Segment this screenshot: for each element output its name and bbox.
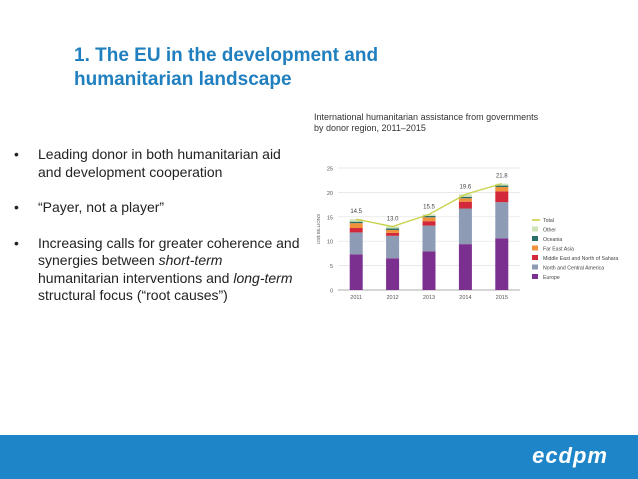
bar-segment — [349, 228, 363, 233]
bar-segment — [422, 215, 436, 218]
x-tick-label: 2014 — [459, 295, 471, 301]
total-data-label: 15.5 — [423, 204, 435, 210]
bar-segment — [386, 229, 400, 233]
chart-title-line-2: by donor region, 2011–2015 — [314, 123, 426, 133]
bullet-text: humanitarian interventions and — [38, 269, 234, 286]
bar-segment — [458, 244, 472, 290]
legend-label: North and Central America — [543, 266, 604, 272]
bar-segment — [495, 202, 509, 239]
total-data-label: 13.0 — [387, 217, 399, 223]
bar-segment — [495, 185, 509, 188]
y-tick-label: 20 — [327, 191, 333, 197]
stacked-bar-chart: 0 5 10 15 20 25 US$ BILLIONS 2011 2012 2013 2014 20… — [316, 167, 618, 302]
bar-segment — [422, 217, 436, 222]
y-tick-label: 10 — [327, 240, 333, 246]
legend-label: Other — [543, 228, 556, 234]
footer-bar: ecdpm — [0, 435, 638, 479]
bar-segment — [386, 226, 400, 229]
bullet-text-italic: short-term — [158, 252, 223, 268]
bullet-text-italic: long-term — [233, 269, 293, 286]
ecdpm-logo: ecdpm — [532, 443, 608, 468]
y-axis-label: US$ BILLIONS — [316, 214, 321, 244]
bar-segment — [349, 221, 363, 224]
total-data-label: 21.8 — [496, 174, 508, 180]
bar-segment — [495, 191, 509, 203]
y-tick-label: 0 — [330, 289, 333, 295]
bar-segment — [349, 223, 363, 229]
bullet-text: Leading donor in both humanitarian aid a… — [38, 146, 281, 180]
bullet-text: “Payer, not a player” — [38, 199, 165, 215]
x-tick-label: 2015 — [496, 295, 508, 301]
total-line — [356, 182, 502, 228]
x-tick-label: 2013 — [423, 295, 435, 301]
chart-title: International humanitarian assistance fr… — [314, 112, 544, 134]
bar-segment — [386, 228, 400, 230]
slide-title: 1. The EU in the development and humanit… — [74, 44, 494, 92]
bar-segment — [349, 219, 363, 222]
bar-segment — [458, 201, 472, 209]
legend-label: Europe — [543, 275, 560, 281]
bar-segment — [422, 221, 436, 226]
bullet-item: • “Payer, not a player” — [14, 199, 304, 217]
legend-label: Far East Asia — [543, 247, 574, 253]
y-tick-label: 15 — [327, 215, 333, 221]
legend-swatch — [532, 274, 538, 279]
legend-swatch — [532, 226, 538, 232]
bar-segment — [458, 208, 472, 245]
x-tick-label: 2011 — [350, 295, 362, 301]
bar-segment — [349, 254, 363, 290]
bullet-marker: • — [14, 234, 19, 251]
bar-segment — [458, 196, 472, 199]
legend-swatch — [532, 245, 538, 251]
total-data-label: 19.6 — [460, 184, 472, 190]
bullet-item: • Leading donor in both humanitarian aid … — [14, 146, 304, 181]
bar-segment — [386, 258, 400, 290]
bar-segment — [458, 194, 472, 197]
legend-label: Total — [543, 218, 554, 224]
bullet-marker: • — [14, 199, 19, 215]
bullet-text: Increasing calls for greater coherence a… — [38, 234, 300, 269]
bar-segment — [495, 187, 509, 192]
legend-swatch — [532, 264, 538, 270]
bullet-text: structural focus (“root causes”) — [38, 287, 228, 303]
bar-segment — [422, 251, 436, 290]
bar-segment — [495, 183, 509, 186]
bullet-item: • Increasing calls for greater coherence … — [14, 235, 304, 305]
y-tick-label: 25 — [327, 167, 333, 173]
total-data-label: 14.5 — [350, 209, 362, 215]
bullet-list: • Leading donor in both humanitarian aid … — [14, 146, 304, 323]
bar-segment — [495, 238, 509, 290]
bar-segment — [422, 225, 436, 252]
bullet-marker: • — [14, 146, 19, 162]
legend-label: Oceania — [543, 237, 562, 243]
bar-segment — [458, 198, 472, 202]
x-tick-label: 2012 — [386, 295, 398, 301]
bar-segment — [386, 235, 400, 259]
bar-segment — [349, 232, 363, 255]
chart-title-line-1: International humanitarian assistance fr… — [314, 112, 539, 122]
slide-title-line-2: humanitarian landscape — [74, 69, 292, 90]
legend-swatch — [532, 255, 538, 260]
legend-label: Middle East and North of Sahara — [543, 256, 618, 262]
slide-title-line-1: 1. The EU in the development and — [74, 45, 379, 66]
y-tick-label: 5 — [330, 264, 333, 270]
legend-swatch — [532, 236, 538, 241]
bar-segment — [386, 232, 400, 236]
